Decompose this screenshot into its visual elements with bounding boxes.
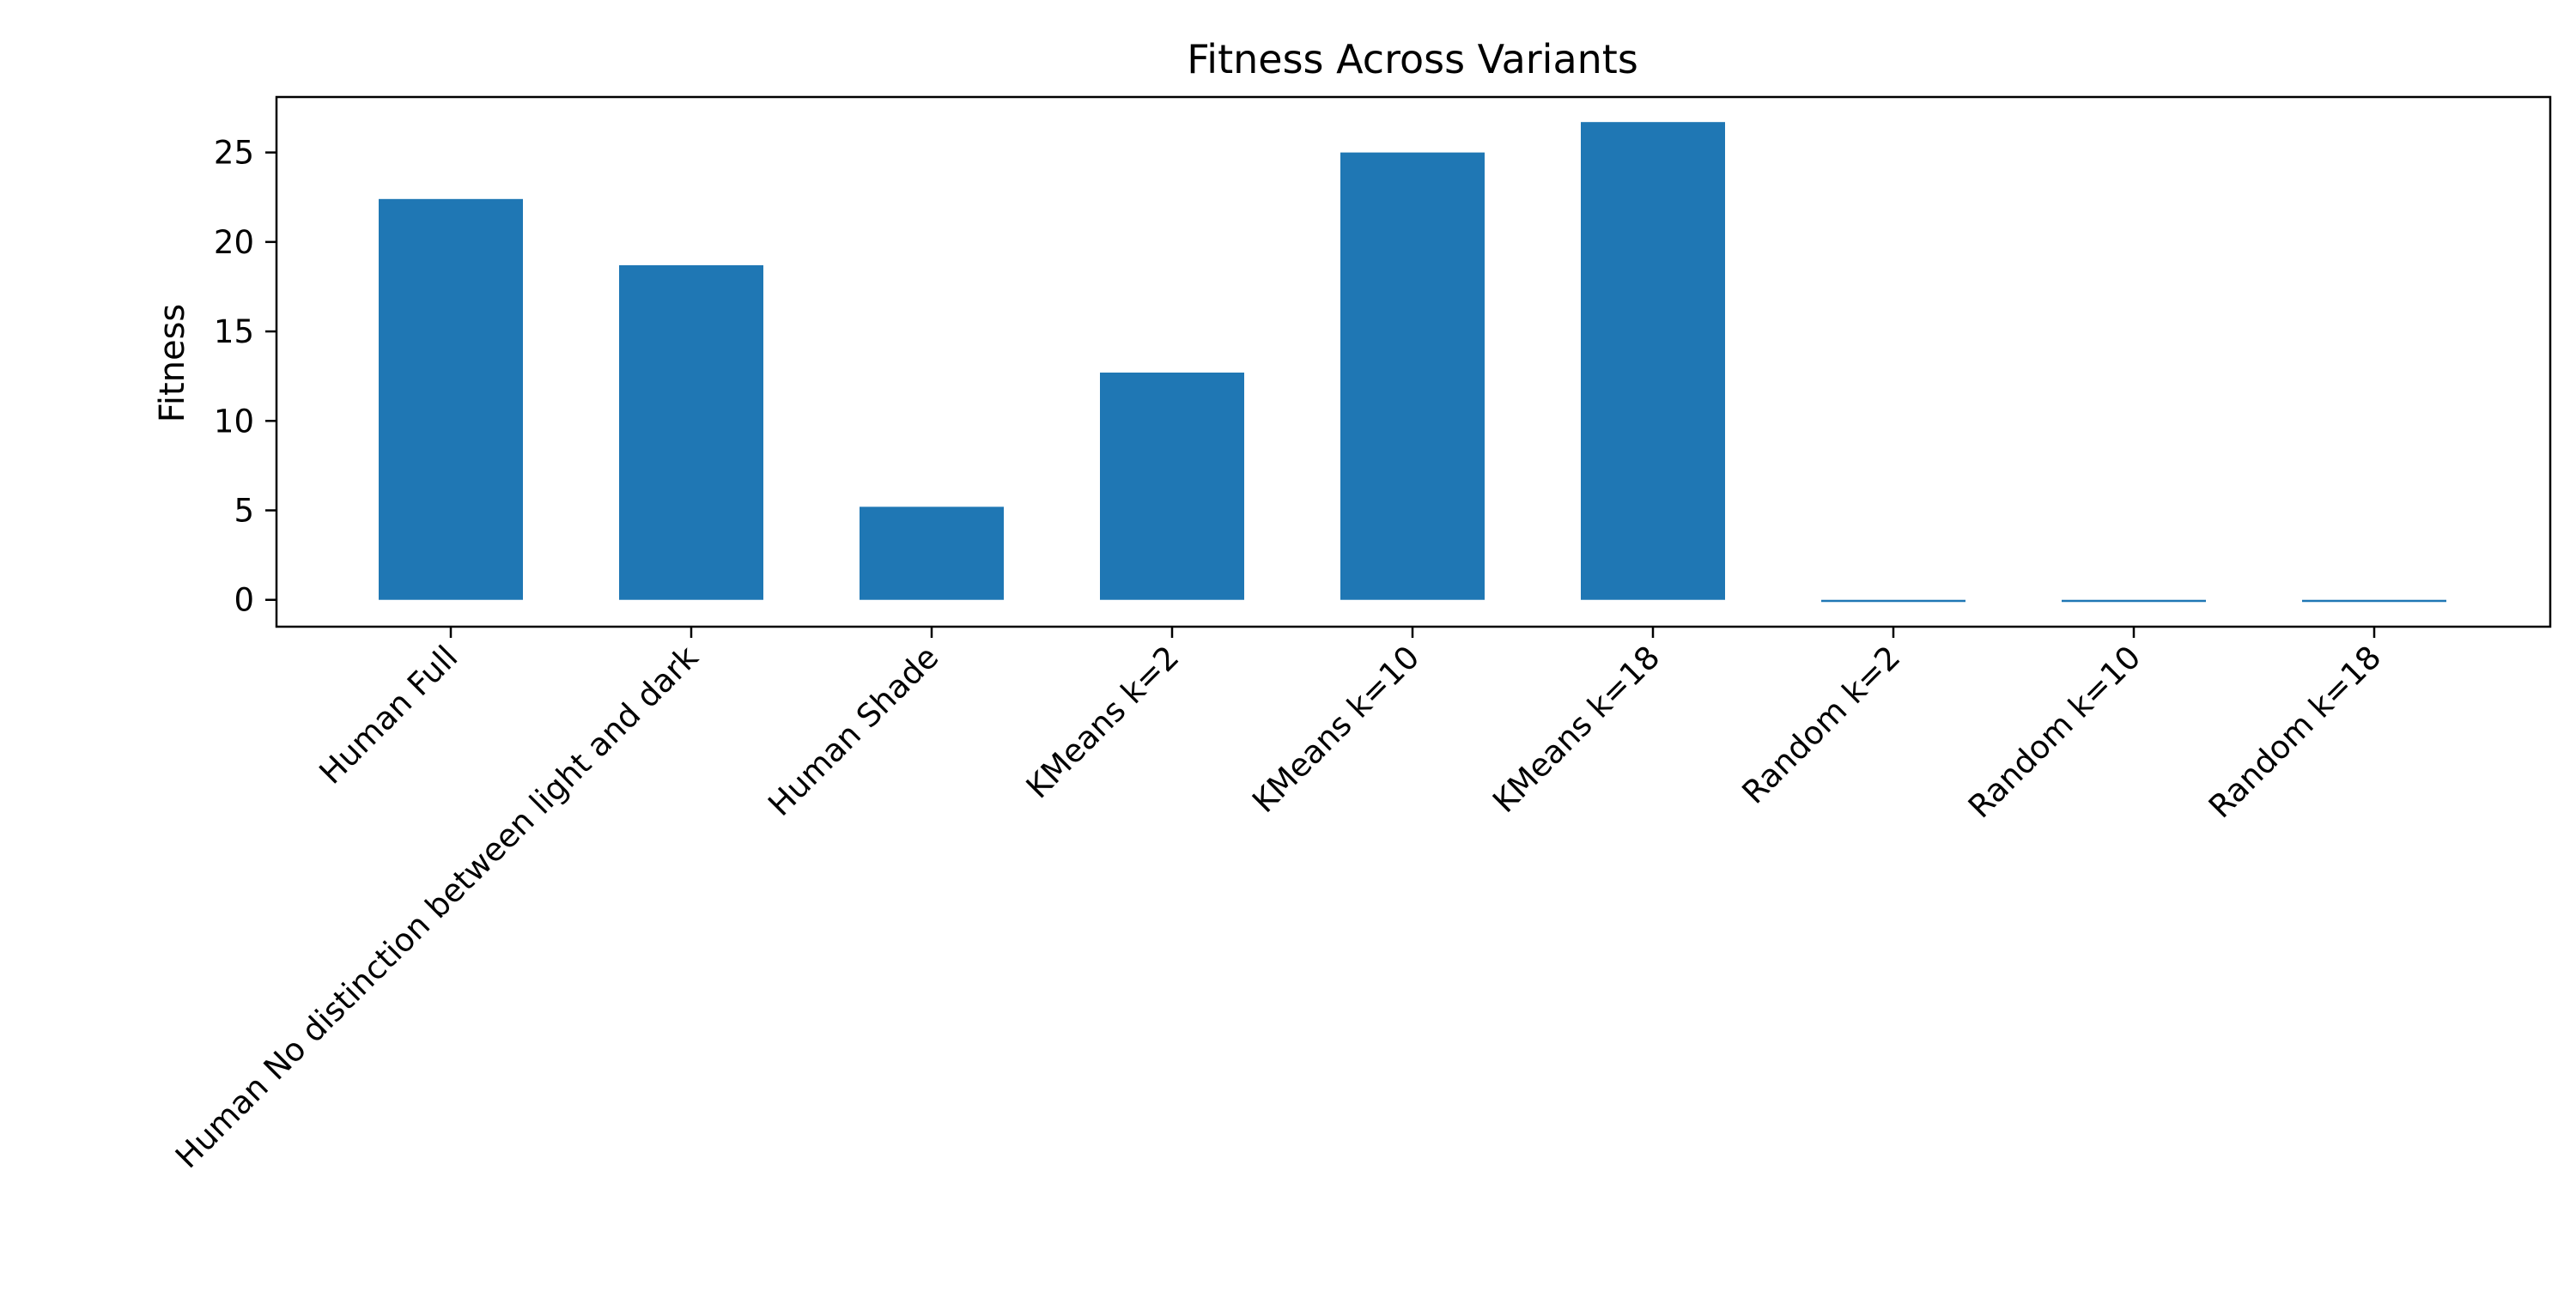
bar-1	[379, 198, 523, 600]
bar-4	[1100, 373, 1244, 600]
y-tick-label-5: 20	[214, 224, 254, 261]
bar-6	[1581, 122, 1725, 600]
bar-series	[379, 122, 2446, 603]
y-tick-label-1: 0	[234, 582, 254, 619]
bar-2	[619, 264, 763, 600]
plot-area-frame	[275, 95, 2552, 628]
bar-7	[1821, 599, 1965, 603]
bar-3	[860, 506, 1004, 600]
bar-8	[2062, 599, 2206, 603]
chart-title: Fitness Across Variants	[1187, 36, 1638, 82]
y-tick-label-4: 15	[214, 313, 254, 350]
y-axis: 0 5 10 15 20 25	[214, 135, 276, 619]
y-axis-label: Fitness	[153, 304, 192, 423]
bar-5	[1340, 152, 1485, 600]
y-tick-label-6: 25	[214, 135, 254, 172]
y-tick-label-3: 10	[214, 403, 254, 440]
bar-9	[2302, 599, 2446, 603]
y-tick-label-2: 5	[234, 493, 254, 530]
